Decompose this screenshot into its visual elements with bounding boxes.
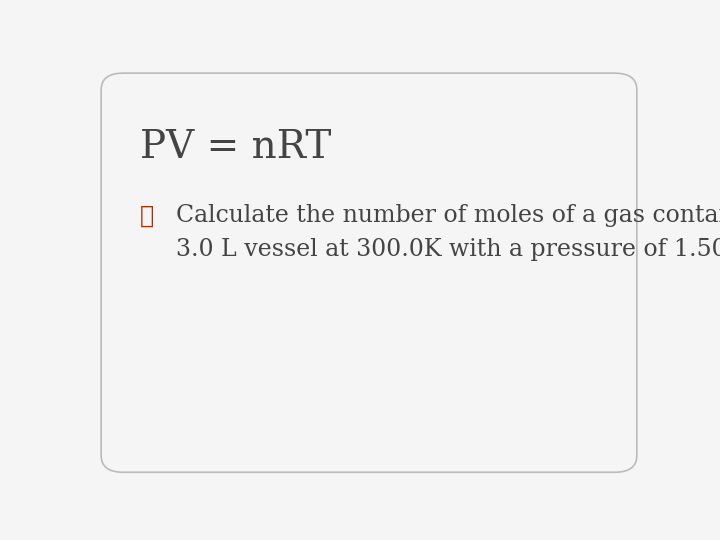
Text: ∾: ∾ [140,205,154,228]
Text: Calculate the number of moles of a gas contained in a: Calculate the number of moles of a gas c… [176,204,720,227]
Text: PV = nRT: PV = nRT [140,130,332,166]
FancyBboxPatch shape [101,73,637,472]
Text: 3.0 L vessel at 300.0K with a pressure of 1.50 atm: 3.0 L vessel at 300.0K with a pressure o… [176,238,720,261]
